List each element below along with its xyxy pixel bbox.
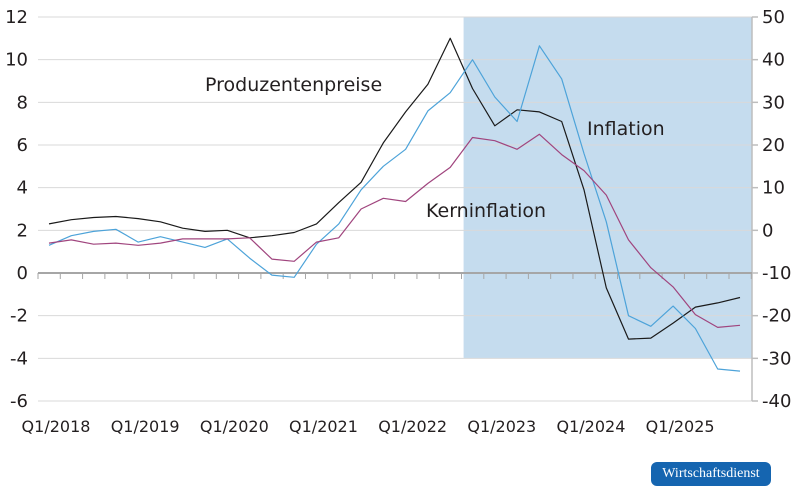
series-line-produzentenpreise [48, 37, 741, 340]
left-tick-label: -2 [10, 306, 28, 327]
x-tick-label: Q1/2021 [289, 417, 358, 436]
series-line-inflation [48, 45, 741, 372]
left-tick-label: 10 [5, 50, 28, 71]
wirtschaftsdienst-logo: Wirtschaftsdienst [651, 462, 771, 486]
x-tick-label: Q1/2020 [200, 417, 269, 436]
right-tick-label: 20 [762, 135, 785, 156]
right-tick-label: -30 [762, 348, 791, 369]
right-tick-label: 0 [762, 220, 773, 241]
right-tick-label: 30 [762, 92, 785, 113]
left-tick-label: 6 [17, 135, 28, 156]
gridlines [38, 16, 752, 402]
x-tick-label: Q1/2024 [557, 417, 626, 436]
x-tick-label: Q1/2023 [467, 417, 536, 436]
left-tick-label: 8 [17, 92, 28, 113]
x-tick-label: Q1/2019 [111, 417, 180, 436]
right-tick-label: 50 [762, 7, 785, 28]
series-lines [48, 37, 741, 372]
right-tick-label: 40 [762, 50, 785, 71]
right-axis: 50 40 30 20 10 0 -10 -20 -30 -40 [751, 7, 791, 412]
x-tick-label: Q1/2025 [646, 417, 715, 436]
x-tick-label: Q1/2022 [378, 417, 447, 436]
annotation-produzentenpreise: Produzentenpreise [205, 74, 382, 96]
left-tick-label: 0 [17, 263, 28, 284]
right-tick-label: -10 [762, 263, 791, 284]
x-tick-label: Q1/2018 [22, 417, 91, 436]
left-tick-label: -6 [10, 391, 28, 412]
left-tick-label: 4 [17, 178, 28, 199]
right-tick-label: -40 [762, 391, 791, 412]
left-tick-label: 2 [17, 220, 28, 241]
series-line-kerninflation [48, 133, 741, 328]
left-tick-label: -4 [10, 348, 28, 369]
right-tick-label: -20 [762, 306, 791, 327]
left-axis: 12 10 8 6 4 2 0 -2 -4 -6 [5, 7, 28, 412]
left-tick-label: 12 [5, 7, 28, 28]
right-tick-label: 10 [762, 178, 785, 199]
annotation-inflation: Inflation [587, 118, 665, 140]
annotation-kerninflation: Kerninflation [426, 200, 546, 222]
x-axis: Q1/2018 Q1/2019 Q1/2020 Q1/2021 Q1/2022 Q1/20… [22, 272, 752, 436]
